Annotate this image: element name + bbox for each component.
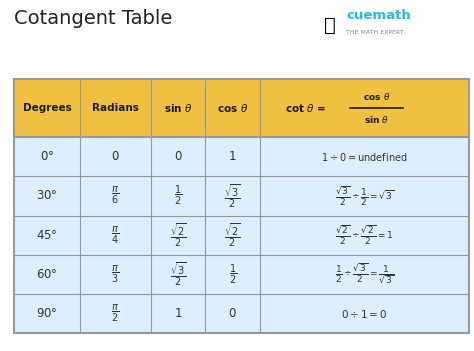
Text: $0 \div 1 = 0$: $0 \div 1 = 0$	[341, 308, 388, 320]
Text: $\dfrac{\sqrt{2}}{2}$: $\dfrac{\sqrt{2}}{2}$	[224, 221, 241, 249]
Text: $\dfrac{\sqrt{2}}{2}$: $\dfrac{\sqrt{2}}{2}$	[170, 221, 186, 249]
Text: sin $\theta$: sin $\theta$	[164, 102, 192, 114]
Text: Degrees: Degrees	[23, 103, 72, 113]
Text: cuemath: cuemath	[346, 9, 411, 22]
Text: Radians: Radians	[92, 103, 139, 113]
Text: $\dfrac{\sqrt{2}}{2} \div \dfrac{\sqrt{2}}{2} = 1$: $\dfrac{\sqrt{2}}{2} \div \dfrac{\sqrt{2…	[335, 224, 394, 247]
Bar	[14, 294, 469, 333]
Text: $\dfrac{\pi}{6}$: $\dfrac{\pi}{6}$	[111, 185, 119, 206]
Text: $0$: $0$	[228, 307, 237, 320]
Text: $1$: $1$	[228, 150, 237, 163]
Text: cot $\theta$ =: cot $\theta$ =	[285, 102, 327, 114]
Text: $\dfrac{1}{2} \div \dfrac{\sqrt{3}}{2} = \dfrac{1}{\sqrt{3}}$: $\dfrac{1}{2} \div \dfrac{\sqrt{3}}{2} =…	[335, 263, 394, 286]
Bar	[14, 216, 469, 255]
Text: Cotangent Table: Cotangent Table	[14, 9, 173, 28]
Bar	[14, 176, 469, 216]
Text: $\dfrac{\sqrt{3}}{2}$: $\dfrac{\sqrt{3}}{2}$	[224, 182, 241, 210]
Bar	[14, 255, 469, 294]
Text: $\dfrac{\pi}{4}$: $\dfrac{\pi}{4}$	[111, 225, 119, 246]
Text: $60°$: $60°$	[36, 268, 58, 281]
Text: $\dfrac{1}{2}$: $\dfrac{1}{2}$	[174, 184, 182, 207]
Text: $\dfrac{\sqrt{3}}{2} \div \dfrac{1}{2} = \sqrt{3}$: $\dfrac{\sqrt{3}}{2} \div \dfrac{1}{2} =…	[335, 184, 394, 207]
Text: $\dfrac{\pi}{2}$: $\dfrac{\pi}{2}$	[111, 303, 119, 324]
Text: $\dfrac{\pi}{3}$: $\dfrac{\pi}{3}$	[111, 264, 119, 285]
Text: cos $\theta$: cos $\theta$	[363, 91, 390, 102]
Text: $90°$: $90°$	[36, 307, 58, 320]
Bar	[14, 79, 469, 333]
Text: THE MATH EXPERT: THE MATH EXPERT	[346, 30, 403, 35]
Text: $30°$: $30°$	[36, 189, 58, 203]
Text: $0$: $0$	[111, 150, 120, 163]
Text: $1 \div 0 = \mathrm{undefined}$: $1 \div 0 = \mathrm{undefined}$	[321, 151, 408, 163]
Bar	[14, 137, 469, 176]
Bar	[14, 79, 469, 137]
Text: $\dfrac{1}{2}$: $\dfrac{1}{2}$	[228, 263, 237, 286]
Text: 🚀: 🚀	[324, 16, 335, 35]
Text: sin $\theta$: sin $\theta$	[364, 114, 389, 125]
Text: $\dfrac{\sqrt{3}}{2}$: $\dfrac{\sqrt{3}}{2}$	[170, 261, 186, 288]
Text: $45°$: $45°$	[36, 229, 58, 242]
Text: cos $\theta$: cos $\theta$	[217, 102, 248, 114]
Text: $1$: $1$	[174, 307, 182, 320]
Text: $0$: $0$	[174, 150, 182, 163]
Text: $0°$: $0°$	[40, 150, 55, 163]
